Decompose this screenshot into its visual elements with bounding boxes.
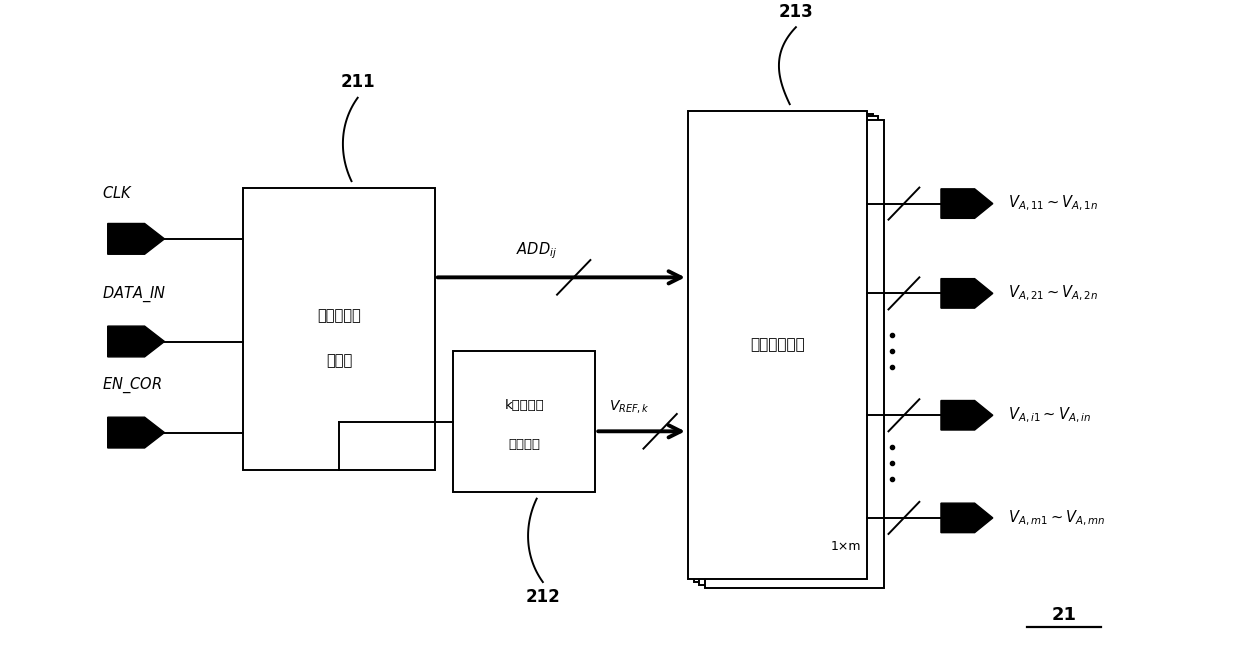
Polygon shape xyxy=(108,223,165,254)
Bar xyxy=(243,188,435,469)
Bar xyxy=(706,120,884,588)
Bar xyxy=(699,116,878,585)
Text: $ADD_{ij}$: $ADD_{ij}$ xyxy=(516,241,557,261)
Text: $V_{REF,k}$: $V_{REF,k}$ xyxy=(609,398,650,415)
Text: 生成电路: 生成电路 xyxy=(508,438,541,451)
Bar xyxy=(688,110,867,579)
Text: $V_{A,m1}{\sim}V_{A,mn}$: $V_{A,m1}{\sim}V_{A,mn}$ xyxy=(1008,508,1105,527)
Text: 矫正逻辑生: 矫正逻辑生 xyxy=(317,309,361,323)
Polygon shape xyxy=(108,326,165,357)
Text: $CLK$: $CLK$ xyxy=(102,185,133,201)
Text: 开关器件阵列: 开关器件阵列 xyxy=(750,337,805,352)
Text: $V_{A,i1}{\sim}V_{A,in}$: $V_{A,i1}{\sim}V_{A,in}$ xyxy=(1008,406,1090,425)
Text: $EN\_COR$: $EN\_COR$ xyxy=(102,375,161,395)
Text: 21: 21 xyxy=(1052,606,1076,624)
Polygon shape xyxy=(941,400,993,430)
Text: $V_{A,21}{\sim}V_{A,2n}$: $V_{A,21}{\sim}V_{A,2n}$ xyxy=(1008,284,1097,303)
Text: 213: 213 xyxy=(779,3,813,21)
Polygon shape xyxy=(108,417,165,448)
Text: $DATA\_IN$: $DATA\_IN$ xyxy=(102,284,166,304)
Polygon shape xyxy=(941,503,993,533)
Text: 成电路: 成电路 xyxy=(326,353,352,368)
Bar xyxy=(694,114,873,582)
Text: 212: 212 xyxy=(526,589,560,606)
Text: $V_{A,11}{\sim}V_{A,1n}$: $V_{A,11}{\sim}V_{A,1n}$ xyxy=(1008,194,1097,213)
Polygon shape xyxy=(941,279,993,308)
Text: k路电压源: k路电压源 xyxy=(505,399,544,412)
Polygon shape xyxy=(941,189,993,218)
Bar xyxy=(454,351,595,492)
Text: 1×m: 1×m xyxy=(831,540,861,553)
Text: 211: 211 xyxy=(340,73,374,91)
